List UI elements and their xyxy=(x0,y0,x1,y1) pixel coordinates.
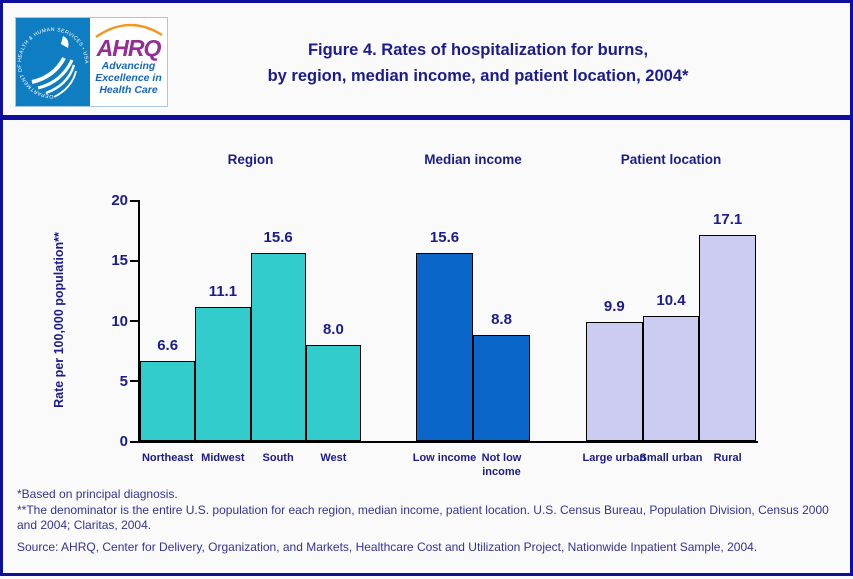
bar-midwest xyxy=(195,307,251,441)
bar-value-low-income: 15.6 xyxy=(429,229,460,247)
ahrq-tagline-line3: Health Care xyxy=(99,84,158,96)
bar-value-rural: 17.1 xyxy=(713,210,743,228)
ahrq-acronym: AHRQ xyxy=(96,35,162,61)
bar-northeast xyxy=(140,361,196,441)
footnote-principal-diagnosis: *Based on principal diagnosis. xyxy=(17,487,178,501)
group-header-patient-location: Patient location xyxy=(620,152,722,167)
bar-low-income xyxy=(416,253,473,441)
bar-category-west: West xyxy=(320,452,347,464)
bar-category-northeast: Northeast xyxy=(141,452,194,464)
bar-category-rural: Rural xyxy=(713,452,742,464)
bar-category-south: South xyxy=(262,452,294,464)
figure-title-line1: Figure 4. Rates of hospitalization for b… xyxy=(307,41,649,59)
y-tick-mark xyxy=(130,320,138,322)
ahrq-wordmark: AHRQ Advancing Excellence in Health Care xyxy=(90,18,167,106)
ahrq-tagline-line1: Advancing xyxy=(101,60,156,72)
y-tick-mark xyxy=(130,380,138,383)
hhs-seal: DEPARTMENT OF HEALTH & HUMAN SERVICES • … xyxy=(16,18,90,106)
bar-value-small-urban: 10.4 xyxy=(656,291,686,309)
figure-title-line2: by region, median income, and patient lo… xyxy=(267,67,689,85)
y-axis-line xyxy=(138,200,140,443)
header-divider xyxy=(3,115,853,120)
y-tick-label: 10 xyxy=(111,312,128,330)
bar-south xyxy=(250,253,306,441)
footnote-denominator: **The denominator is the entire U.S. pop… xyxy=(17,503,829,532)
y-tick-mark xyxy=(130,440,138,443)
y-tick-label: 5 xyxy=(119,372,128,390)
y-tick-label: 20 xyxy=(111,192,128,209)
bar-value-midwest: 11.1 xyxy=(208,283,238,301)
bar-west xyxy=(305,344,361,441)
x-axis-line xyxy=(138,441,758,443)
bar-rural xyxy=(699,234,756,441)
hhs-ahrq-logo: DEPARTMENT OF HEALTH & HUMAN SERVICES • … xyxy=(15,17,168,107)
bar-category-small-urban: Small urban xyxy=(639,452,703,464)
bar-category-large-urban: Large urban xyxy=(582,452,647,464)
bar-value-northeast: 6.6 xyxy=(157,337,179,355)
ahrq-arc-icon xyxy=(95,23,163,38)
bar-value-west: 8.0 xyxy=(322,320,344,338)
hhs-eagle-icon: DEPARTMENT OF HEALTH & HUMAN SERVICES • … xyxy=(17,27,89,99)
bar-chart: Rate per 100,000 population** 0 5 10 15 20 Re… xyxy=(3,3,853,579)
bar-small-urban xyxy=(642,315,700,441)
bar-not-low-income xyxy=(473,334,530,441)
group-header-median-income: Median income xyxy=(424,152,522,167)
y-tick-label: 15 xyxy=(111,252,128,270)
bar-value-large-urban: 9.9 xyxy=(603,297,625,315)
bar-value-not-low-income: 8.8 xyxy=(491,310,512,328)
bar-value-south: 15.6 xyxy=(263,229,293,247)
bar-category-low-income: Low income xyxy=(412,452,477,464)
y-tick-mark xyxy=(130,199,138,202)
bar-category-not-low-income: Not low income xyxy=(481,452,522,478)
y-tick-mark xyxy=(130,259,138,262)
y-tick-label: 0 xyxy=(119,433,128,450)
group-header-region: Region xyxy=(227,152,274,167)
footnote-source: Source: AHRQ, Center for Delivery, Organ… xyxy=(17,540,758,554)
bar-large-urban xyxy=(586,321,643,441)
ahrq-tagline-line2: Excellence in xyxy=(95,72,162,84)
y-axis-title: Rate per 100,000 population** xyxy=(52,232,66,408)
bar-category-midwest: Midwest xyxy=(201,452,245,464)
